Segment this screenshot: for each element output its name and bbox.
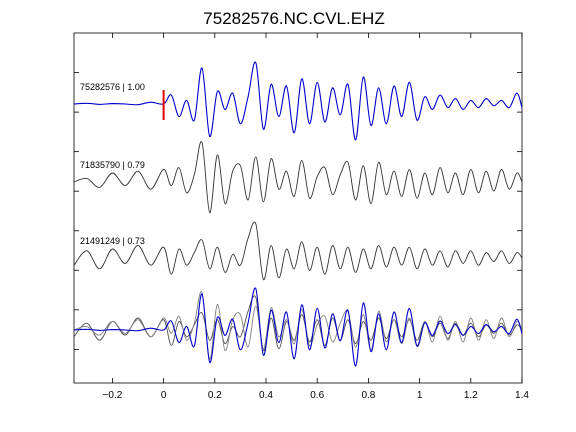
x-tick-label: 0.8 (361, 390, 375, 401)
overlay-trace-2 (73, 291, 523, 360)
trace-3 (73, 221, 523, 281)
x-tick-label: 0.4 (259, 390, 273, 401)
chart-title: 75282576.NC.CVL.EHZ (203, 9, 384, 28)
x-tick-label: 1 (417, 390, 423, 401)
overlay-trace-1 (73, 287, 523, 367)
x-tick-label: 0.6 (310, 390, 324, 401)
x-tick-label: 1.2 (464, 390, 478, 401)
overlay-trace-3 (73, 295, 523, 351)
x-tick-label: −0.2 (103, 390, 123, 401)
trace-label-2: 71835790 | 0.79 (80, 160, 145, 170)
x-tick-label: 0 (161, 390, 167, 401)
x-tick-label: 0.2 (208, 390, 222, 401)
trace-1 (73, 61, 523, 141)
trace-label-3: 21491249 | 0.73 (80, 236, 145, 246)
y-ticks (74, 72, 522, 350)
x-ticks: −0.2 0 0.2 0.4 0.6 0.8 1 1.2 1.4 (103, 33, 529, 401)
x-tick-label: 1.4 (515, 390, 529, 401)
trace-labels: 75282576 | 1.00 71835790 | 0.79 21491249 |… (80, 82, 145, 246)
trace-2 (73, 141, 523, 214)
traces (73, 61, 523, 367)
trace-label-1: 75282576 | 1.00 (80, 82, 145, 92)
axes-frame (73, 32, 523, 384)
